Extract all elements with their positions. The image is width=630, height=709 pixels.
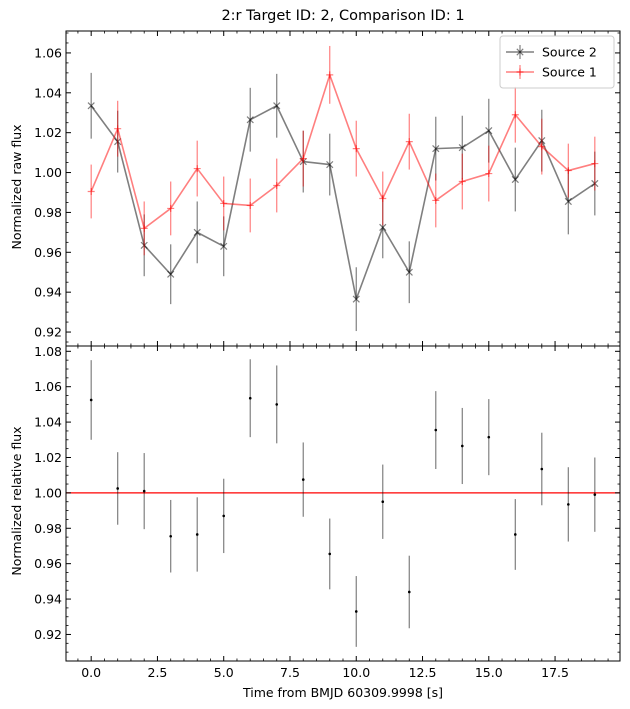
- legend-marker: [516, 48, 524, 56]
- data-point: [275, 403, 279, 406]
- x-tick-label: 0.0: [81, 665, 101, 680]
- y-tick-label: 0.98: [34, 205, 62, 220]
- y-tick-label: 0.96: [34, 556, 62, 571]
- data-point: [379, 223, 387, 232]
- x-tick-label: 15.0: [475, 665, 503, 680]
- data-point: [326, 71, 334, 79]
- data-point: [405, 138, 413, 146]
- y-tick-label: 1.02: [34, 125, 62, 140]
- legend-marker: [516, 68, 524, 76]
- top-y-axis-label: Normalized raw flux: [9, 124, 24, 249]
- data-point: [567, 503, 570, 506]
- data-point: [354, 610, 358, 613]
- y-tick-label: 1.06: [34, 45, 62, 60]
- data-point: [301, 478, 305, 481]
- data-point: [193, 228, 201, 236]
- legend-frame: [499, 35, 615, 89]
- series-line: [90, 104, 596, 300]
- data-point: [487, 435, 491, 439]
- data-point: [248, 396, 252, 400]
- y-tick-label: 0.92: [34, 627, 62, 642]
- data-point: [169, 534, 173, 538]
- data-point: [538, 143, 546, 151]
- axes-frame: [65, 345, 621, 662]
- data-point: [87, 102, 95, 110]
- y-tick-label: 1.04: [34, 85, 62, 100]
- y-tick-label: 1.00: [34, 165, 62, 180]
- data-point: [564, 197, 572, 206]
- data-point: [116, 487, 119, 490]
- y-tick-label: 0.92: [34, 325, 62, 340]
- data-point: [114, 125, 122, 133]
- data-point: [407, 590, 411, 594]
- data-point: [193, 165, 201, 173]
- data-point: [273, 182, 281, 190]
- x-tick-label: 5.0: [214, 665, 234, 680]
- y-tick-label: 0.94: [34, 592, 62, 607]
- x-tick-label: 12.5: [409, 665, 437, 680]
- y-tick-label: 0.96: [34, 245, 62, 260]
- y-tick-label: 1.02: [34, 450, 62, 465]
- data-point: [591, 160, 599, 168]
- x-tick-label: 10.0: [342, 665, 370, 680]
- data-point: [220, 242, 228, 250]
- bottom-y-axis-label: Normalized relative flux: [9, 426, 24, 575]
- legend: Source 2 Source 1: [499, 35, 615, 89]
- data-point: [513, 533, 517, 536]
- data-point: [379, 194, 387, 202]
- data-point: [328, 552, 332, 556]
- data-point: [89, 398, 93, 402]
- data-point: [460, 444, 464, 448]
- data-point: [458, 178, 466, 186]
- data-point: [87, 187, 95, 195]
- y-tick-label: 1.00: [34, 485, 62, 500]
- data-point: [540, 467, 544, 471]
- data-point: [485, 127, 493, 135]
- data-point: [434, 428, 438, 432]
- data-point: [273, 102, 281, 110]
- y-tick-label: 0.94: [34, 285, 62, 300]
- data-point: [195, 533, 199, 536]
- x-tick-label: 7.5: [280, 665, 300, 680]
- data-point: [511, 111, 519, 119]
- y-tick-label: 1.06: [34, 379, 62, 394]
- data-point: [511, 175, 519, 184]
- data-point: [246, 116, 254, 124]
- data-point: [381, 500, 385, 504]
- data-point: [326, 160, 334, 169]
- data-point: [432, 196, 440, 204]
- legend-label: Source 2: [542, 45, 597, 60]
- data-point: [222, 514, 226, 518]
- data-point: [432, 145, 440, 153]
- data-point: [167, 204, 175, 212]
- y-tick-label: 0.98: [34, 521, 62, 536]
- x-axis-label: Time from BMJD 60309.9998 [s]: [242, 685, 443, 700]
- relative-flux-panel: 0.92 0.94 0.96 0.98 1.00 1.02 1.04 1.06 1.08 0.0 2…: [34, 344, 621, 680]
- data-point: [299, 155, 307, 163]
- data-point: [405, 268, 413, 276]
- data-point: [142, 489, 146, 493]
- data-point: [246, 201, 254, 209]
- data-point: [564, 167, 572, 175]
- data-point: [352, 295, 360, 303]
- chart-title: 2:r Target ID: 2, Comparison ID: 1: [221, 8, 464, 24]
- series-source-1: [87, 45, 599, 256]
- series-relative-0: [89, 359, 597, 647]
- y-tick-label: 1.04: [34, 415, 62, 430]
- data-point: [220, 199, 228, 207]
- series-line: [90, 74, 596, 230]
- data-point: [167, 270, 175, 278]
- data-point: [458, 144, 466, 152]
- data-point: [593, 493, 597, 496]
- x-tick-label: 17.5: [541, 665, 569, 680]
- legend-label: Source 1: [542, 65, 597, 80]
- x-tick-label: 2.5: [148, 665, 168, 680]
- data-point: [485, 170, 493, 178]
- y-tick-label: 1.08: [34, 344, 62, 359]
- data-point: [140, 224, 148, 232]
- data-point: [352, 145, 360, 153]
